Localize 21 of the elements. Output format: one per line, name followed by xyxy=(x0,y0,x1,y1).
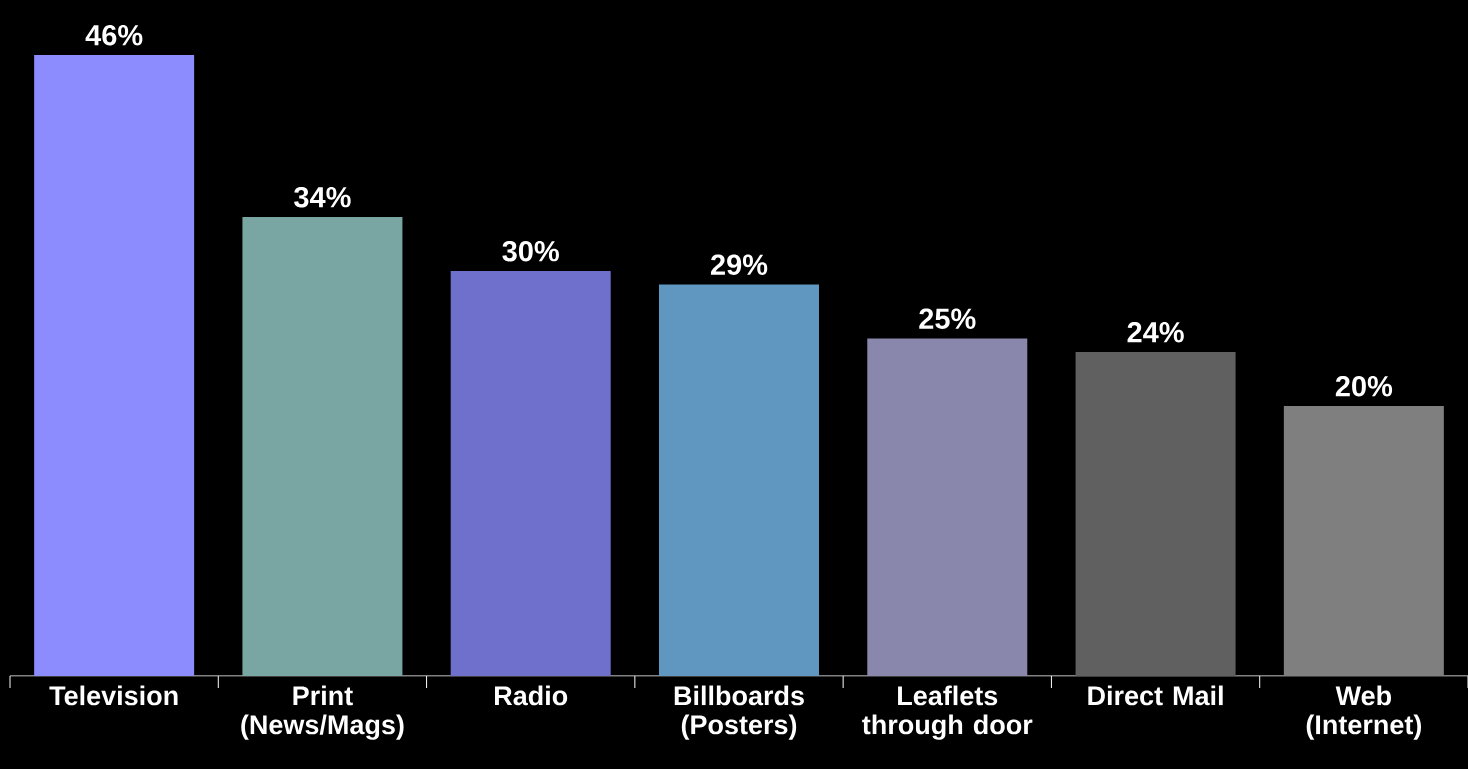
data-label: 25% xyxy=(919,308,976,329)
bar xyxy=(1075,352,1236,676)
data-label: 30% xyxy=(502,240,559,262)
data-label: 29% xyxy=(710,254,768,275)
x-tick-label: Print (News/Mags) xyxy=(241,685,404,740)
data-label: 20% xyxy=(1335,375,1393,397)
x-tick-label: Web (Internet) xyxy=(1306,685,1422,740)
bar xyxy=(242,216,403,676)
bar xyxy=(659,284,819,676)
data-label: 24% xyxy=(1127,321,1184,343)
x-tick-label: Direct Mail xyxy=(1088,685,1223,706)
bar xyxy=(450,271,611,676)
data-label: 34% xyxy=(294,186,351,208)
x-tick-label: Leaflets through door xyxy=(862,685,1033,740)
bar xyxy=(34,54,195,676)
x-tick-label: Radio xyxy=(495,685,568,706)
bar xyxy=(1283,406,1444,676)
x-tick-label: Television xyxy=(49,685,178,706)
bar xyxy=(867,338,1028,676)
data-label: 46% xyxy=(85,24,143,46)
x-tick-label: Billboards (Posters) xyxy=(674,685,804,740)
